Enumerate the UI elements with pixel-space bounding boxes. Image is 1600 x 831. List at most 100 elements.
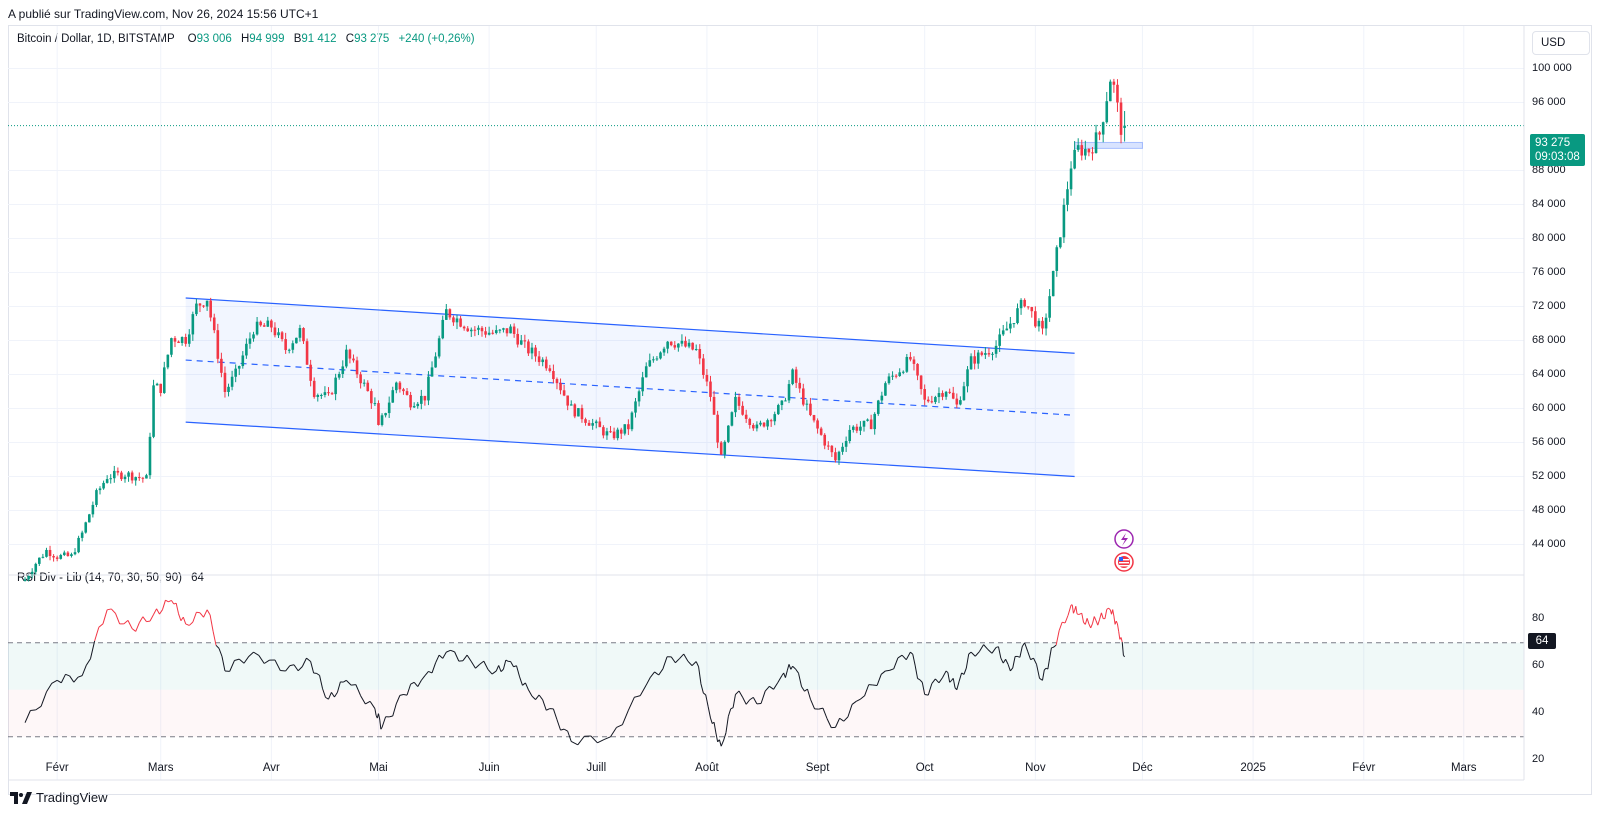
candle-body: [370, 391, 373, 404]
candle-body: [591, 423, 594, 426]
rsi-segment: [258, 655, 265, 664]
candle-body: [220, 358, 223, 373]
candle-body: [120, 472, 123, 480]
currency-button[interactable]: USD: [1532, 31, 1590, 55]
rsi-segment: [752, 697, 758, 705]
channel-lower-line[interactable]: [185, 421, 1075, 478]
rsi-segment: [450, 649, 455, 653]
candle-body: [1055, 247, 1059, 271]
candle-body: [1116, 84, 1119, 103]
candle-body: [598, 421, 602, 428]
candle-body: [148, 436, 152, 476]
candle-body: [1109, 81, 1112, 102]
rsi-segment: [974, 651, 980, 657]
rsi-segment: [956, 680, 960, 690]
rsi-segment: [710, 717, 713, 724]
rsi-segment: [723, 732, 727, 741]
candle-body: [162, 367, 166, 393]
rsi-segment: [1005, 659, 1009, 665]
candle-body: [84, 522, 88, 533]
rsi-segment: [325, 696, 329, 700]
candle-body: [52, 556, 55, 558]
rsi-segment: [1115, 620, 1118, 625]
candle-body: [166, 354, 170, 368]
us-flag-event-icon[interactable]: [1114, 552, 1134, 572]
candle-body: [580, 408, 584, 420]
rsi-segment: [1058, 622, 1063, 631]
rsi-segment: [1076, 613, 1079, 615]
rsi-segment: [65, 673, 70, 677]
candle-body: [1069, 168, 1073, 190]
candle-body: [73, 552, 77, 555]
candle-body: [427, 376, 430, 401]
lightning-event-icon[interactable]: [1114, 529, 1134, 549]
candle-body: [134, 477, 138, 481]
rsi-segment: [919, 679, 923, 683]
candle-body: [234, 368, 237, 377]
time-tick-label: Févr: [1352, 762, 1376, 774]
rsi-segment: [90, 640, 96, 659]
rsi-segment: [700, 683, 704, 694]
rsi-segment: [301, 657, 307, 667]
rsi-segment: [670, 656, 676, 664]
rsi-segment: [253, 651, 260, 656]
candle-body: [377, 403, 380, 425]
candle-body: [245, 343, 248, 356]
rsi-segment: [107, 608, 112, 611]
rsi-segment: [662, 656, 668, 670]
rsi-segment: [649, 671, 655, 678]
candle-body: [577, 408, 580, 417]
last-price: 93 275: [1535, 137, 1571, 149]
candle-body: [748, 418, 752, 426]
price-tick-label: 100 000: [1532, 61, 1572, 74]
rsi-segment: [735, 690, 740, 695]
candle-body: [34, 563, 38, 572]
rsi-segment: [880, 670, 886, 675]
chart-frame: [8, 25, 1592, 795]
candle-body: [698, 348, 702, 359]
channel-middle-line[interactable]: [185, 359, 1075, 416]
rsi-segment: [1049, 647, 1052, 659]
candle-body: [48, 549, 52, 557]
candle-body: [1098, 132, 1101, 135]
candle-body: [912, 359, 916, 364]
candle-body: [1009, 323, 1012, 329]
support-zone[interactable]: [1074, 141, 1143, 149]
rsi-segment: [567, 731, 572, 742]
rsi-segment: [94, 627, 100, 642]
price-tick-label: 80 000: [1532, 231, 1566, 244]
candle-body: [955, 398, 959, 405]
candle-body: [712, 396, 716, 415]
candle-body: [794, 369, 798, 383]
low-value: 91 412: [301, 33, 337, 45]
rsi-segment: [56, 679, 62, 684]
candle-body: [112, 470, 116, 479]
candle-body: [1030, 307, 1034, 312]
tradingview-logo[interactable]: TradingView: [10, 790, 108, 805]
rsi-segment: [546, 708, 551, 711]
candle-body: [1016, 308, 1019, 324]
rsi-segment: [571, 741, 579, 746]
brand-name: TradingView: [36, 790, 108, 805]
candle-body: [273, 327, 277, 336]
event-markers[interactable]: [1114, 529, 1134, 572]
candle-body: [437, 338, 441, 357]
candle-body: [644, 366, 648, 378]
time-tick-label: 2025: [1240, 762, 1266, 774]
rsi-segment: [417, 680, 422, 687]
rsi-segment: [424, 671, 429, 676]
rsi-segment: [495, 665, 500, 672]
channel-upper-line[interactable]: [185, 297, 1075, 354]
rsi-segment: [715, 732, 719, 742]
rsi-segment: [1072, 610, 1076, 614]
candle-body: [1034, 311, 1037, 327]
rsi-segment: [389, 715, 393, 718]
rsi-segment: [679, 653, 685, 659]
rsi-segment: [297, 666, 303, 672]
candles: [23, 78, 1126, 582]
candle-body: [459, 318, 462, 327]
candle-body: [327, 392, 330, 394]
candle-body: [352, 358, 355, 361]
candle-body: [348, 349, 352, 359]
